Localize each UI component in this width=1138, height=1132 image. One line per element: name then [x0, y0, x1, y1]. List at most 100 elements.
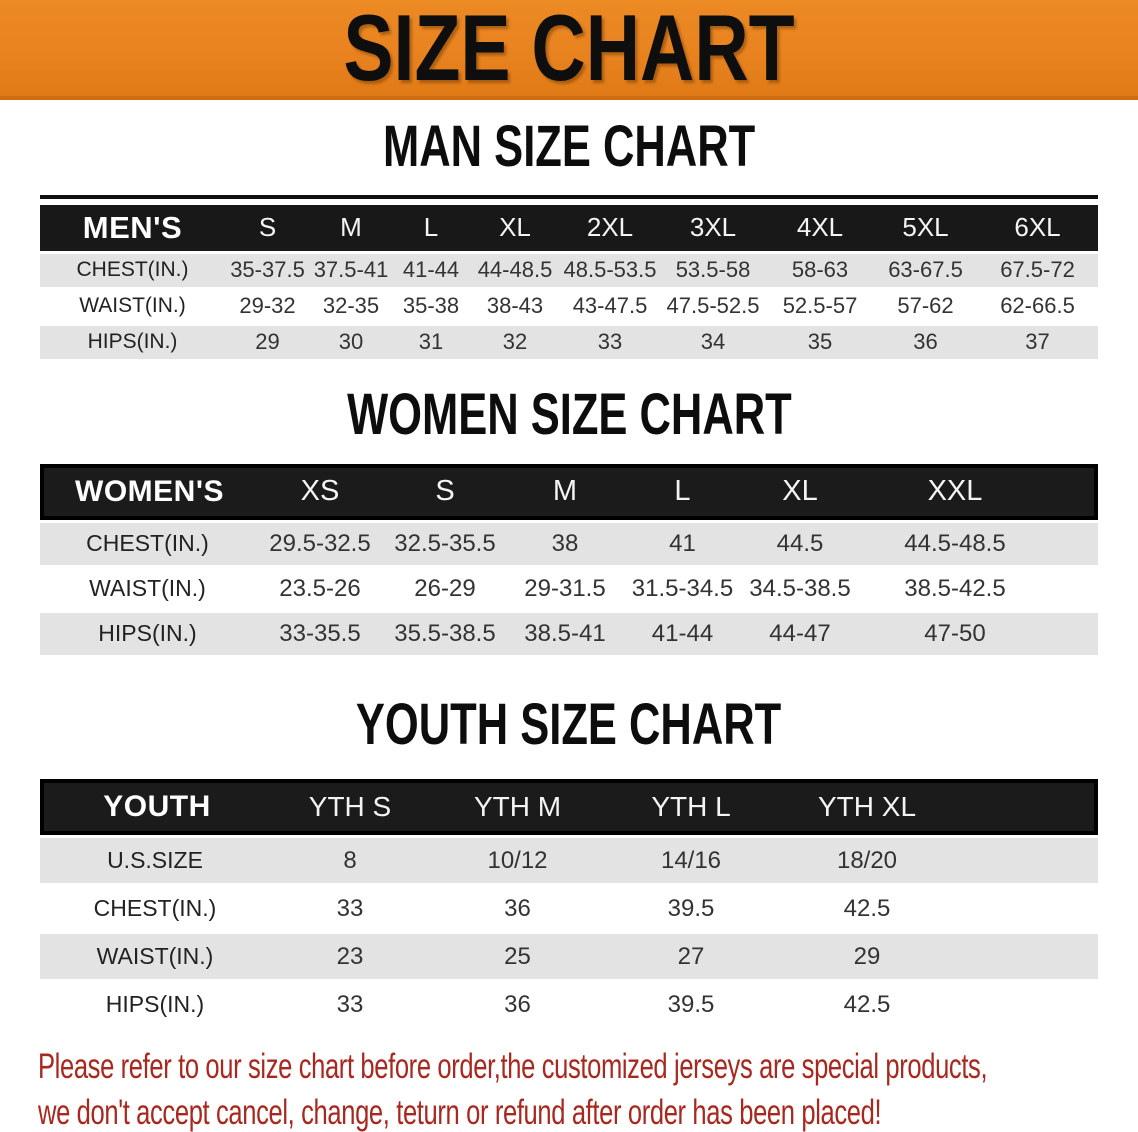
man-size-chart-heading-text: MAN SIZE CHART — [382, 114, 756, 179]
size-value-cell: 34 — [660, 325, 766, 359]
womens-size-table-wrap: WOMEN'S XS S M L XL XXL CHEST(IN.) 29.5-… — [40, 461, 1098, 658]
size-value-cell: 63-67.5 — [874, 253, 977, 287]
youth-header-label: YOUTH — [40, 779, 270, 836]
mens-chest-row: CHEST(IN.) 35-37.5 37.5-41 41-44 44-48.5… — [40, 253, 1098, 287]
mens-table-topline — [40, 194, 1098, 199]
size-value-cell: 36 — [874, 325, 977, 359]
row-label: HIPS(IN.) — [40, 982, 270, 1028]
size-value-cell: 32-35 — [310, 289, 392, 323]
column-header-m: M — [505, 463, 625, 520]
size-value-cell: 67.5-72 — [977, 253, 1098, 287]
youth-hips-row: HIPS(IN.) 33 36 39.5 42.5 — [40, 982, 1098, 1028]
size-value-cell: 47.5-52.5 — [660, 289, 766, 323]
size-value-cell: 57-62 — [874, 289, 977, 323]
youth-ussize-row: U.S.SIZE 8 10/12 14/16 18/20 — [40, 838, 1098, 884]
column-header-s: S — [225, 204, 310, 251]
man-size-chart-heading: MAN SIZE CHART — [0, 115, 1138, 179]
size-value-cell: 37 — [977, 325, 1098, 359]
size-value-cell: 39.5 — [605, 886, 777, 932]
size-value-cell: 25 — [430, 934, 605, 980]
women-size-chart-heading-text: WOMEN SIZE CHART — [346, 381, 792, 447]
women-size-chart-heading: WOMEN SIZE CHART — [0, 381, 1138, 447]
size-value-cell: 23 — [270, 934, 430, 980]
column-header-yth-m: YTH M — [430, 779, 605, 836]
womens-waist-row: WAIST(IN.) 23.5-26 26-29 29-31.5 31.5-34… — [40, 567, 1098, 610]
youth-size-chart-heading-text: YOUTH SIZE CHART — [356, 691, 782, 757]
size-value-cell: 41 — [625, 522, 740, 565]
size-value-cell: 36 — [430, 982, 605, 1028]
womens-header-label: WOMEN'S — [40, 463, 255, 520]
size-value-cell: 32 — [470, 325, 560, 359]
column-header-l: L — [625, 463, 740, 520]
size-value-cell: 38.5-42.5 — [860, 567, 1050, 610]
size-value-cell: 38-43 — [470, 289, 560, 323]
column-header-4xl: 4XL — [766, 204, 874, 251]
size-value-cell: 29.5-32.5 — [255, 522, 385, 565]
column-header-5xl: 5XL — [874, 204, 977, 251]
mens-header-label: MEN'S — [40, 204, 225, 251]
disclaimer-line-2: we don't accept cancel, change, teturn o… — [38, 1092, 882, 1132]
mens-hips-row: HIPS(IN.) 29 30 31 32 33 34 35 36 37 — [40, 325, 1098, 359]
mens-waist-row: WAIST(IN.) 29-32 32-35 35-38 38-43 43-47… — [40, 289, 1098, 323]
column-header-3xl: 3XL — [660, 204, 766, 251]
size-value-cell: 39.5 — [605, 982, 777, 1028]
youth-size-table: YOUTH YTH S YTH M YTH L YTH XL U.S.SIZE … — [40, 776, 1098, 1030]
womens-chest-row: CHEST(IN.) 29.5-32.5 32.5-35.5 38 41 44.… — [40, 522, 1098, 565]
size-value-cell: 31.5-34.5 — [625, 567, 740, 610]
mens-header-row: MEN'S S M L XL 2XL 3XL 4XL 5XL 6XL — [40, 204, 1098, 251]
spacer-cell — [957, 934, 1098, 980]
banner-title: SIZE CHART — [343, 0, 795, 100]
size-value-cell: 30 — [310, 325, 392, 359]
disclaimer-line-1: Please refer to our size chart before or… — [38, 1047, 988, 1087]
size-value-cell: 8 — [270, 838, 430, 884]
size-value-cell: 29 — [225, 325, 310, 359]
column-header-m: M — [310, 204, 392, 251]
size-value-cell: 44-47 — [740, 612, 860, 655]
row-label: WAIST(IN.) — [40, 289, 225, 323]
womens-size-table: WOMEN'S XS S M L XL XXL CHEST(IN.) 29.5-… — [40, 461, 1098, 658]
spacer-header-cell — [957, 779, 1098, 836]
size-value-cell: 35.5-38.5 — [385, 612, 505, 655]
size-value-cell: 42.5 — [777, 982, 957, 1028]
size-value-cell: 44.5 — [740, 522, 860, 565]
size-value-cell: 32.5-35.5 — [385, 522, 505, 565]
size-value-cell: 34.5-38.5 — [740, 567, 860, 610]
size-value-cell: 41-44 — [625, 612, 740, 655]
size-value-cell: 14/16 — [605, 838, 777, 884]
row-label: U.S.SIZE — [40, 838, 270, 884]
column-header-l: L — [392, 204, 470, 251]
mens-size-table-wrap: MEN'S S M L XL 2XL 3XL 4XL 5XL 6XL CHEST… — [40, 194, 1098, 362]
row-label: CHEST(IN.) — [40, 253, 225, 287]
column-header-yth-l: YTH L — [605, 779, 777, 836]
size-value-cell: 33 — [560, 325, 660, 359]
column-header-xs: XS — [255, 463, 385, 520]
womens-hips-row: HIPS(IN.) 33-35.5 35.5-38.5 38.5-41 41-4… — [40, 612, 1098, 655]
row-label: HIPS(IN.) — [40, 325, 225, 359]
spacer-cell — [1050, 567, 1098, 610]
womens-header-row: WOMEN'S XS S M L XL XXL — [40, 463, 1098, 520]
size-value-cell: 58-63 — [766, 253, 874, 287]
size-value-cell: 33-35.5 — [255, 612, 385, 655]
spacer-cell — [1050, 612, 1098, 655]
size-value-cell: 62-66.5 — [977, 289, 1098, 323]
size-value-cell: 29-31.5 — [505, 567, 625, 610]
youth-header-row: YOUTH YTH S YTH M YTH L YTH XL — [40, 779, 1098, 836]
size-value-cell: 18/20 — [777, 838, 957, 884]
mens-size-table: MEN'S S M L XL 2XL 3XL 4XL 5XL 6XL CHEST… — [40, 202, 1098, 362]
size-value-cell: 52.5-57 — [766, 289, 874, 323]
row-label: CHEST(IN.) — [40, 886, 270, 932]
column-header-yth-xl: YTH XL — [777, 779, 957, 836]
column-header-yth-s: YTH S — [270, 779, 430, 836]
disclaimer-text: Please refer to our size chart before or… — [38, 1044, 1138, 1132]
size-value-cell: 33 — [270, 886, 430, 932]
youth-waist-row: WAIST(IN.) 23 25 27 29 — [40, 934, 1098, 980]
youth-size-table-wrap: YOUTH YTH S YTH M YTH L YTH XL U.S.SIZE … — [40, 776, 1098, 1030]
size-value-cell: 33 — [270, 982, 430, 1028]
youth-size-chart-heading: YOUTH SIZE CHART — [0, 691, 1138, 757]
size-value-cell: 29 — [777, 934, 957, 980]
column-header-xl: XL — [740, 463, 860, 520]
row-label: CHEST(IN.) — [40, 522, 255, 565]
size-value-cell: 35-37.5 — [225, 253, 310, 287]
size-value-cell: 37.5-41 — [310, 253, 392, 287]
size-value-cell: 10/12 — [430, 838, 605, 884]
